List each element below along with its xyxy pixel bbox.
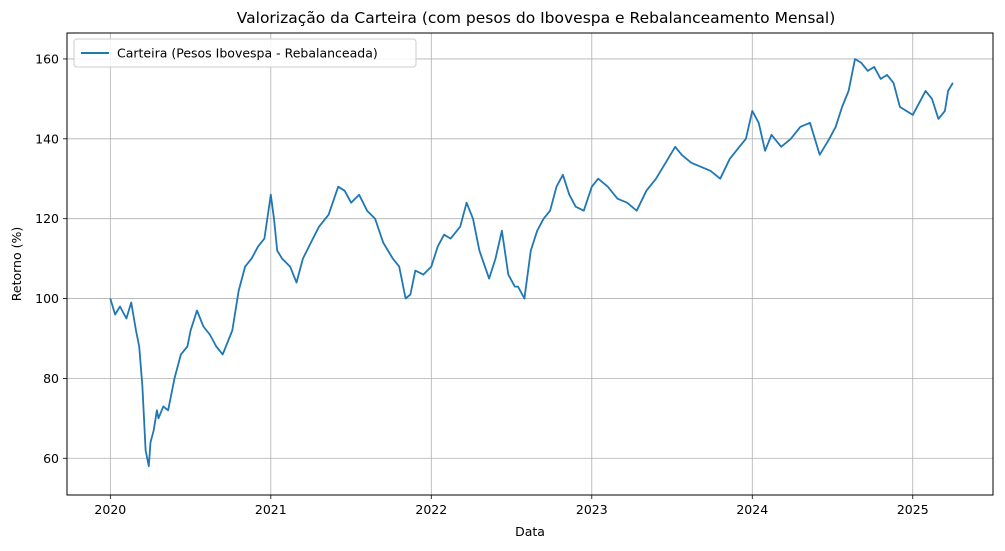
y-tick-label: 100 [35,291,59,306]
y-tick-label: 80 [43,371,59,386]
y-tick-label: 160 [35,51,59,66]
legend-box [73,38,417,68]
legend: Carteira (Pesos Ibovespa - Rebalanceada) [73,38,417,68]
y-tick-label: 60 [43,451,59,466]
chart-title: Valorização da Carteira (com pesos do Ib… [237,9,836,27]
y-axis-label: Retorno (%) [9,227,24,301]
x-tick-label: 2025 [897,502,929,517]
x-tick-label: 2021 [255,502,287,517]
y-tick-label: 120 [35,211,59,226]
tick-layer: 2020 2021 2022 2023 2024 2025 60 80 100 120 140 160 [35,51,929,517]
x-tick-label: 2024 [736,502,768,517]
series-line-0 [109,58,954,468]
x-tick-label: 2022 [415,502,447,517]
x-tick-label: 2020 [94,502,126,517]
line-layer [109,58,954,468]
y-tick-label: 140 [35,131,59,146]
x-tick-label: 2023 [576,502,608,517]
grid-layer [67,33,993,495]
x-axis-label: Data [515,524,545,539]
plot-frame [66,32,994,496]
legend-label: Carteira (Pesos Ibovespa - Rebalanceada) [117,46,378,61]
